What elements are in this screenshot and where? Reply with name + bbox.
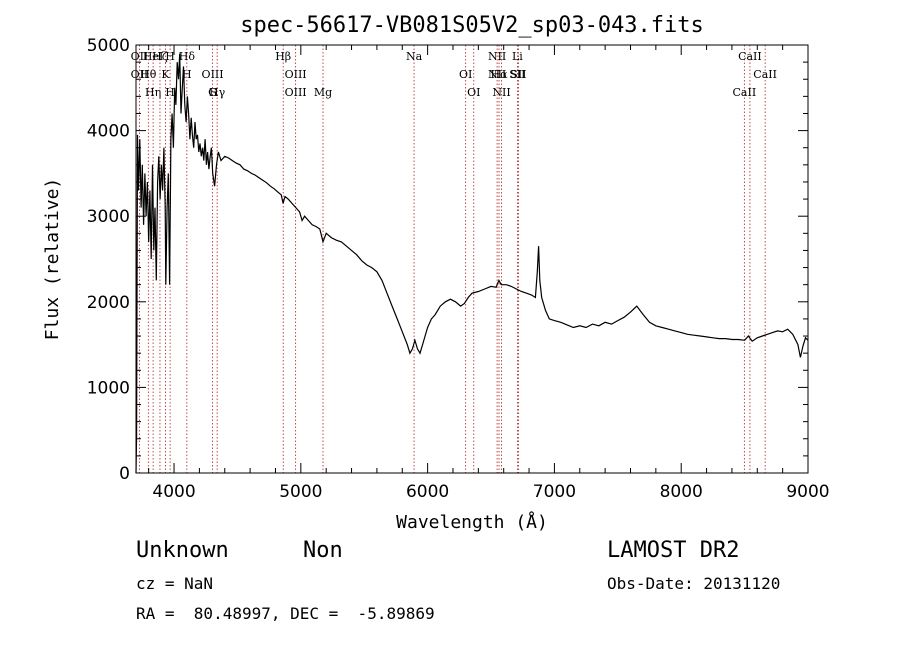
line-marker-label: Li <box>512 50 523 63</box>
x-axis-label: Wavelength (Å) <box>396 511 548 533</box>
line-marker-label: OII <box>131 68 149 81</box>
line-marker-label: Hη <box>145 86 161 99</box>
line-marker-label: NII <box>492 86 510 99</box>
line-marker-label: CaII <box>733 86 757 99</box>
line-marker-label: H <box>182 68 192 81</box>
line-marker-label: H <box>165 50 175 63</box>
line-marker-label: Hδ <box>179 50 196 63</box>
line-marker-label: Hζ <box>152 50 168 63</box>
coords-text: RA = 80.48997, DEC = -5.89869 <box>136 604 435 623</box>
x-tick-label: 7000 <box>533 482 576 502</box>
line-marker-label: Na <box>406 50 423 63</box>
x-axis: 4000 5000 6000 7000 8000 9000 <box>148 45 830 502</box>
line-marker-label: SII <box>510 68 526 81</box>
line-marker-label: OIII <box>285 68 307 81</box>
x-tick-label: 6000 <box>406 482 449 502</box>
line-marker-label: Hβ <box>275 50 291 63</box>
line-marker-label: HeI <box>143 50 163 63</box>
x-tick-label: 8000 <box>660 482 703 502</box>
plot-frame <box>135 44 809 474</box>
line-marker-label: OI <box>459 68 472 81</box>
y-tick-label: 4000 <box>87 122 130 142</box>
subclass-text: Non <box>303 538 343 563</box>
survey-text: LAMOST DR2 <box>607 538 740 563</box>
y-tick-label: 0 <box>119 464 130 484</box>
spectrum-line <box>135 53 809 474</box>
line-markers <box>139 45 766 473</box>
line-marker-label: OI <box>467 86 480 99</box>
line-marker-label: NII <box>488 68 506 81</box>
y-tick-label: 3000 <box>87 207 130 227</box>
line-marker-label: NII <box>488 50 506 63</box>
line-marker-label: Mg <box>314 86 332 99</box>
y-tick-label: 5000 <box>87 36 130 56</box>
y-tick-label: 1000 <box>87 378 130 398</box>
line-marker-label: H <box>165 86 175 99</box>
cz-text: cz = NaN <box>136 574 214 593</box>
line-marker-label: Hθ <box>140 68 157 81</box>
chart-title: spec-56617-VB081S05V2_sp03-043.fits <box>240 13 704 38</box>
line-marker-label: Hα <box>490 68 508 81</box>
x-tick-label: 9000 <box>786 482 829 502</box>
line-marker-label: OIII <box>285 86 307 99</box>
y-axis: 0 1000 2000 3000 4000 5000 <box>87 36 808 484</box>
line-marker-label: OIII <box>202 68 224 81</box>
line-marker-label: CaII <box>738 50 762 63</box>
line-marker-label: SII <box>509 68 525 81</box>
line-marker-label: Hγ <box>209 86 226 99</box>
y-axis-label: Flux (relative) <box>42 178 63 341</box>
line-marker-label: G <box>208 86 217 99</box>
obs-date-text: Obs-Date: 20131120 <box>607 574 781 593</box>
x-tick-label: 4000 <box>152 482 195 502</box>
line-marker-label: K <box>161 68 170 81</box>
line-marker-label: CaII <box>753 68 777 81</box>
line-marker-label: OII <box>131 50 149 63</box>
class-text: Unknown <box>136 538 229 563</box>
y-tick-label: 2000 <box>87 293 130 313</box>
x-tick-label: 5000 <box>279 482 322 502</box>
